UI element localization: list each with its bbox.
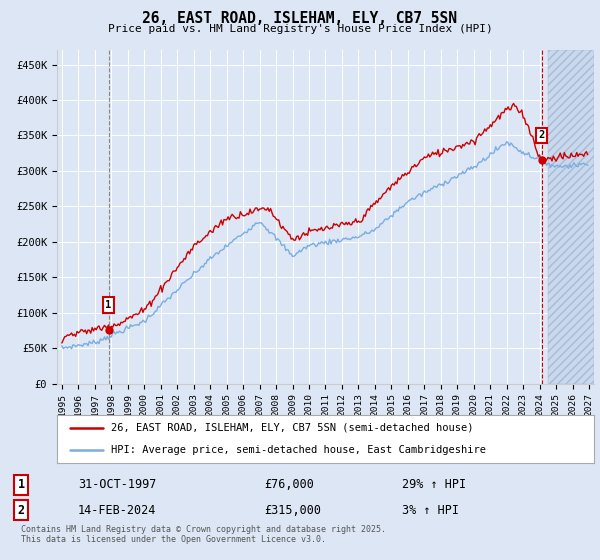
Text: 1: 1 [106,300,112,310]
Text: 29% ↑ HPI: 29% ↑ HPI [402,478,466,492]
Text: HPI: Average price, semi-detached house, East Cambridgeshire: HPI: Average price, semi-detached house,… [111,445,486,455]
Text: 26, EAST ROAD, ISLEHAM, ELY, CB7 5SN (semi-detached house): 26, EAST ROAD, ISLEHAM, ELY, CB7 5SN (se… [111,423,473,433]
Text: 2: 2 [17,503,25,516]
Text: £315,000: £315,000 [264,503,321,516]
Text: 3% ↑ HPI: 3% ↑ HPI [402,503,459,516]
Text: £76,000: £76,000 [264,478,314,492]
Text: 26, EAST ROAD, ISLEHAM, ELY, CB7 5SN: 26, EAST ROAD, ISLEHAM, ELY, CB7 5SN [143,11,458,26]
Text: 31-OCT-1997: 31-OCT-1997 [78,478,157,492]
Text: Contains HM Land Registry data © Crown copyright and database right 2025.
This d: Contains HM Land Registry data © Crown c… [21,525,386,544]
Text: 14-FEB-2024: 14-FEB-2024 [78,503,157,516]
Text: Price paid vs. HM Land Registry's House Price Index (HPI): Price paid vs. HM Land Registry's House … [107,24,493,34]
Bar [548,50,594,384]
Text: 1: 1 [17,478,25,492]
Text: 2: 2 [538,130,545,141]
